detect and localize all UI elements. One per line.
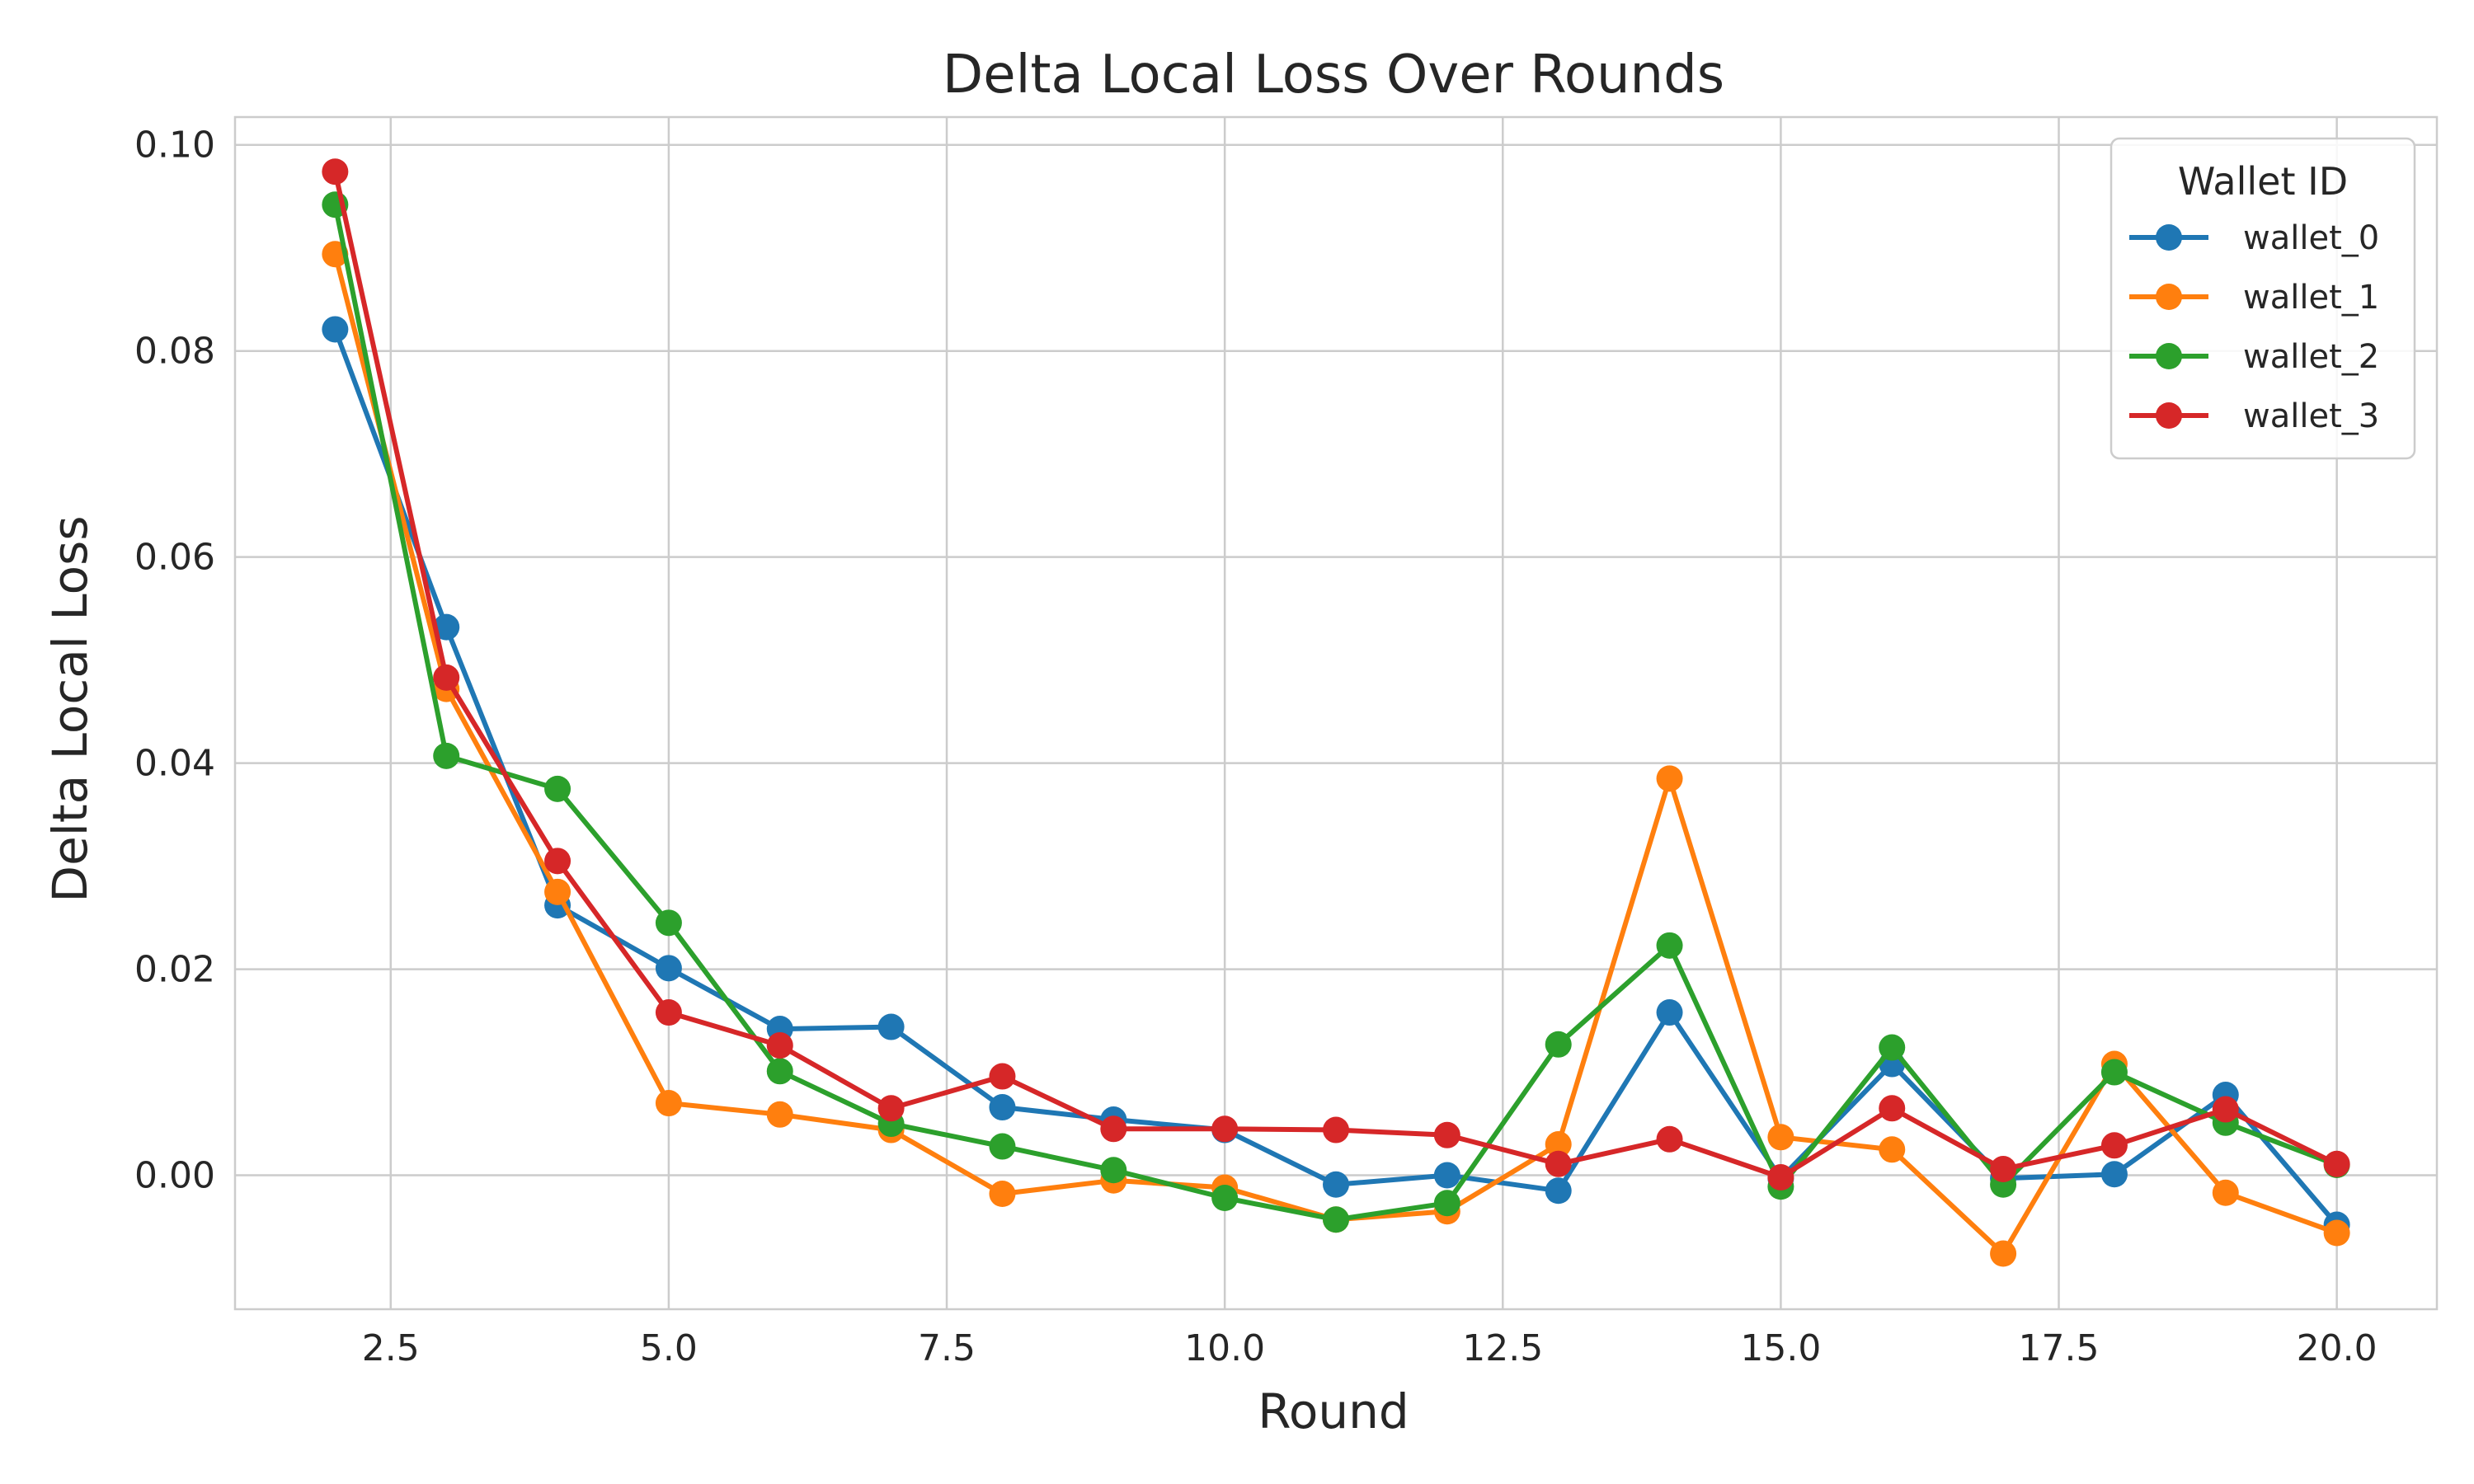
data-point — [655, 1090, 682, 1117]
legend-marker — [2156, 224, 2182, 251]
x-tick-label: 20.0 — [2297, 1327, 2378, 1369]
data-point — [1100, 1115, 1127, 1143]
data-point — [1656, 1125, 1683, 1153]
data-point — [655, 999, 682, 1026]
legend-item-wallet_0: wallet_0 — [2129, 219, 2379, 257]
data-point — [544, 848, 571, 875]
data-point — [1433, 1162, 1460, 1189]
data-point — [1211, 1185, 1239, 1212]
data-point — [433, 613, 460, 641]
data-point — [766, 1101, 793, 1128]
legend-label: wallet_3 — [2243, 397, 2379, 435]
data-point — [1323, 1116, 1349, 1144]
x-axis-label: Round — [1258, 1383, 1409, 1439]
data-point — [544, 775, 571, 802]
data-point — [1990, 1240, 2017, 1267]
data-point — [544, 878, 571, 905]
data-point — [2323, 1219, 2350, 1247]
data-point — [2100, 1161, 2128, 1188]
data-point — [1879, 1034, 1906, 1061]
legend-label: wallet_2 — [2243, 338, 2379, 376]
legend-title: Wallet ID — [2178, 159, 2348, 204]
data-point — [322, 158, 349, 186]
series-group — [322, 158, 2350, 1267]
data-point — [989, 1063, 1016, 1090]
legend-label: wallet_1 — [2243, 279, 2379, 317]
y-tick-labels: 0.00 0.02 0.04 0.06 0.08 0.10 — [134, 124, 215, 1197]
y-tick-label: 0.10 — [134, 124, 215, 167]
y-tick-label: 0.00 — [134, 1155, 215, 1197]
data-point — [2212, 1179, 2239, 1206]
data-point — [1545, 1150, 1572, 1177]
data-point — [2323, 1150, 2350, 1177]
data-point — [1433, 1121, 1460, 1148]
data-point — [1656, 765, 1683, 792]
data-point — [766, 1058, 793, 1085]
data-point — [1545, 1177, 1572, 1205]
legend-marker — [2156, 284, 2182, 310]
data-point — [655, 909, 682, 937]
legend-item-wallet_3: wallet_3 — [2129, 397, 2379, 435]
x-tick-label: 5.0 — [640, 1327, 698, 1369]
data-point — [766, 1032, 793, 1059]
legend: Wallet ID wallet_0wallet_1wallet_2wallet… — [2109, 137, 2416, 460]
data-point — [1990, 1156, 2017, 1183]
data-point — [2212, 1096, 2239, 1123]
data-point — [1211, 1115, 1239, 1143]
data-point — [433, 742, 460, 769]
legend-item-wallet_1: wallet_1 — [2129, 279, 2379, 317]
data-point — [1656, 932, 1683, 959]
legend-marker — [2156, 402, 2182, 429]
data-point — [1545, 1131, 1572, 1158]
data-point — [989, 1094, 1016, 1121]
legend-box — [2109, 137, 2416, 460]
legend-marker — [2156, 343, 2182, 369]
data-point — [1767, 1164, 1794, 1191]
y-axis-label: Delta Local Loss — [42, 515, 98, 902]
data-point — [2100, 1132, 2128, 1159]
data-point — [1323, 1206, 1349, 1233]
data-point — [989, 1181, 1016, 1208]
data-point — [1433, 1190, 1460, 1217]
plot-frame — [233, 115, 2439, 1311]
y-tick-label: 0.02 — [134, 949, 215, 991]
data-point — [1879, 1095, 1906, 1122]
data-point — [655, 955, 682, 982]
data-point — [989, 1133, 1016, 1160]
grid — [235, 117, 2437, 1309]
y-tick-label: 0.04 — [134, 743, 215, 785]
y-tick-label: 0.06 — [134, 537, 215, 579]
x-tick-label: 10.0 — [1184, 1327, 1265, 1369]
legend-label: wallet_0 — [2243, 219, 2379, 257]
x-tick-label: 2.5 — [362, 1327, 420, 1369]
x-tick-label: 12.5 — [1462, 1327, 1543, 1369]
series-wallet_3 — [322, 158, 2350, 1191]
data-point — [1545, 1031, 1572, 1058]
chart-title: Delta Local Loss Over Rounds — [943, 45, 1724, 106]
x-tick-labels: 2.5 5.0 7.5 10.0 12.5 15.0 17.5 20.0 — [362, 1327, 2378, 1369]
data-point — [2100, 1059, 2128, 1086]
data-point — [877, 1013, 905, 1040]
x-tick-label: 17.5 — [2019, 1327, 2100, 1369]
x-tick-label: 15.0 — [1740, 1327, 1821, 1369]
data-point — [1656, 999, 1683, 1026]
data-point — [322, 316, 349, 343]
data-point — [433, 664, 460, 691]
data-point — [1323, 1171, 1349, 1198]
y-tick-label: 0.08 — [134, 331, 215, 373]
plot-area — [235, 117, 2437, 1309]
legend-items: wallet_0 wallet_1 wallet_2 wallet_3 — [2129, 219, 2379, 435]
legend-item-wallet_2: wallet_2 — [2129, 338, 2379, 376]
data-point — [877, 1095, 905, 1122]
data-point — [1767, 1124, 1794, 1151]
x-tick-label: 7.5 — [918, 1327, 976, 1369]
data-point — [1100, 1157, 1127, 1184]
data-point — [1879, 1136, 1906, 1163]
